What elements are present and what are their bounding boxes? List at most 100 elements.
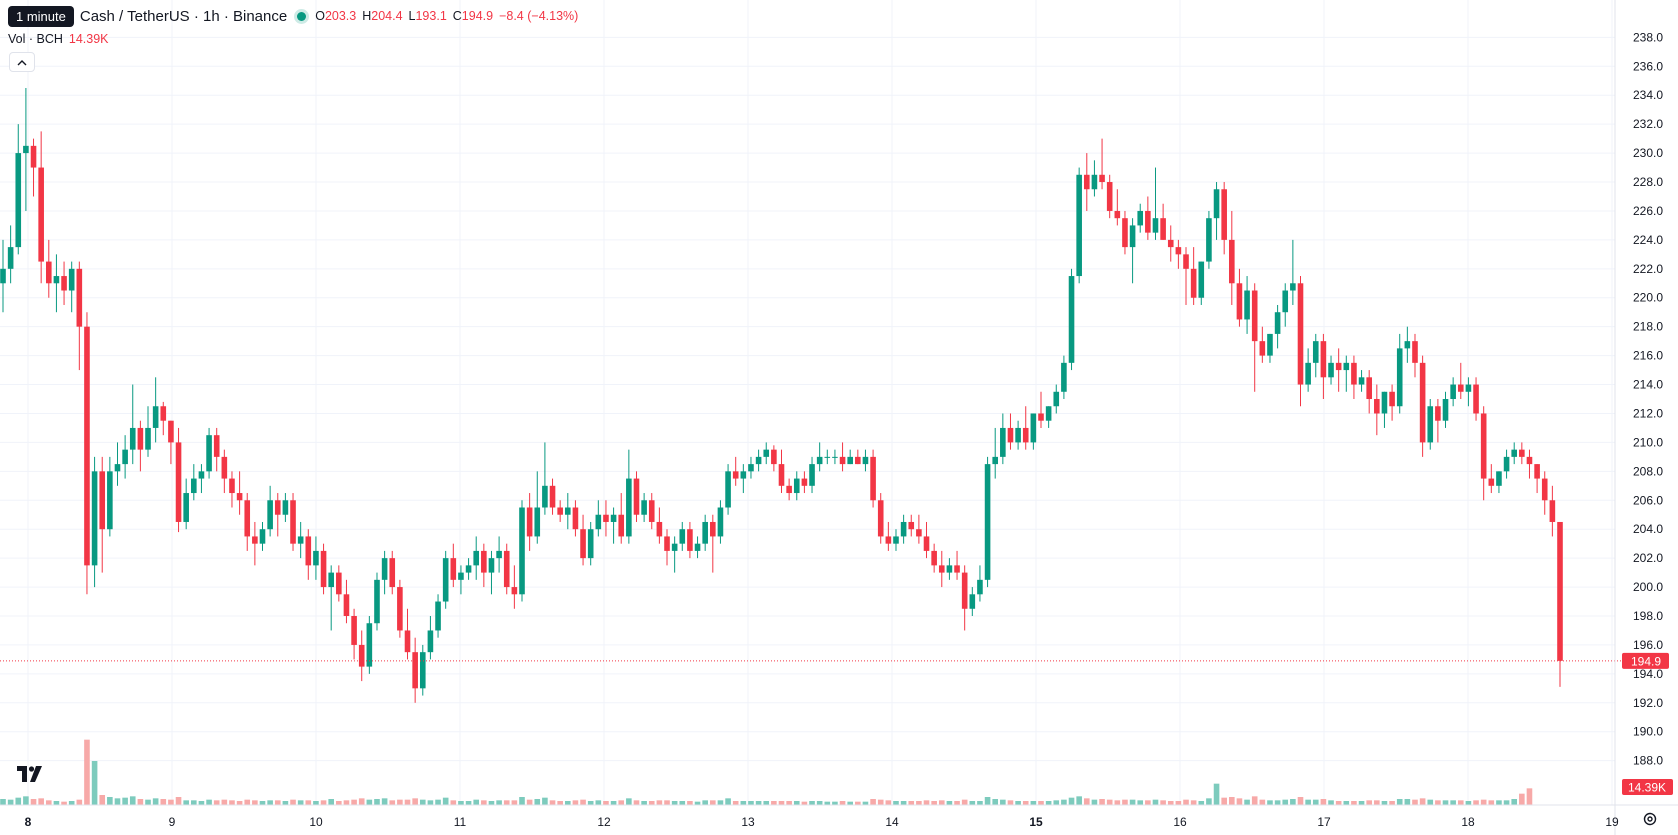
y-tick-label: 218.0 [1633,320,1663,334]
candle [1511,442,1518,465]
candle-body [297,536,304,544]
candle [801,471,808,494]
candle-body [977,579,983,595]
candle [1381,391,1388,428]
candle [53,254,60,313]
candle [1099,138,1105,190]
candle [687,521,693,559]
volume-bar [786,801,792,805]
candle [76,261,83,371]
candle [1442,391,1449,428]
volume-bar [1221,797,1227,805]
volume-bar [152,798,159,805]
candle-body [1229,239,1235,284]
candle [305,529,312,580]
candle [1038,391,1044,428]
volume-bar [534,799,541,805]
candle-body [587,529,594,559]
candle [595,500,602,537]
candle-body [1015,427,1021,443]
candle [1076,167,1082,284]
y-tick-label: 232.0 [1633,117,1663,131]
candle-body [129,427,136,450]
volume-bar [702,800,708,805]
volume-bar [61,801,67,805]
candle [862,449,869,472]
candle [91,456,98,588]
volume-bar [114,798,121,805]
candle-body [633,478,640,515]
candle [229,471,235,508]
volume-bar [236,801,243,805]
volume-bar [710,800,716,805]
candle [313,536,319,580]
candle [1404,326,1411,363]
volume-bar [855,801,861,805]
candle-body [412,652,418,689]
last-price-label: 194.9 [1622,652,1669,669]
candle [954,550,960,580]
candle [145,406,151,457]
volume-bar [122,797,128,805]
candle-body [1030,413,1037,443]
candle-body [107,471,113,530]
y-tick-label: 228.0 [1633,175,1663,189]
volume-bar [137,799,144,805]
candle-body [969,594,976,609]
volume-bar [496,800,502,805]
volume-bar [1022,801,1029,805]
candle-body [893,536,899,544]
x-tick-label: 13 [741,815,755,829]
volume-bar [76,799,83,805]
candle-body [1496,471,1502,486]
volume-bar [351,799,357,805]
candle-body [1503,456,1510,472]
y-tick-label: 202.0 [1633,551,1663,565]
candle-body [168,420,174,443]
candle-body [725,471,731,508]
candle [1282,283,1289,327]
candle [419,644,426,696]
volume-bar [1106,799,1113,805]
volume-legend-label: Vol · BCH [8,32,63,46]
candle [1015,420,1021,450]
candle [1450,377,1456,407]
candle-body [1190,268,1197,298]
volume-bar [1083,798,1090,805]
symbol-title[interactable]: Cash / TetherUS · 1h · Binance [79,7,288,25]
tradingview-logo-icon[interactable] [17,766,43,787]
volume-bar [893,801,899,805]
candle [1000,413,1006,465]
candle-body [1091,174,1098,190]
candle [763,442,770,465]
candle [870,449,876,508]
volume-bar [1129,799,1136,805]
volume-bar [572,800,579,805]
candle-body [1457,384,1464,392]
candle [1366,370,1372,414]
candle-body [1511,449,1518,457]
candle [1221,182,1227,255]
close-value: 194.9 [461,9,494,23]
candle [1335,348,1342,392]
collapse-legend-button[interactable] [9,52,35,72]
ohlc-values: O203.3 H204.4 L193.1 C194.9 −8.4 (−4.13%… [315,9,578,23]
volume-bar [1435,800,1441,805]
candle-body [1427,406,1434,443]
volume-bar [419,799,426,805]
y-tick-label: 208.0 [1633,464,1663,478]
volume-bar [213,800,220,805]
volume-bar [1480,799,1487,805]
volume-bar [358,798,365,805]
candle-body [427,630,434,653]
volume-bar [168,799,174,805]
volume-bar [427,800,434,805]
candle-body [877,500,884,537]
volume-bar [450,800,457,805]
candle-body [549,485,556,508]
volume-bar [1114,800,1121,805]
candle [1343,355,1350,392]
candle-body [206,435,212,472]
gear-icon[interactable] [1642,811,1658,832]
